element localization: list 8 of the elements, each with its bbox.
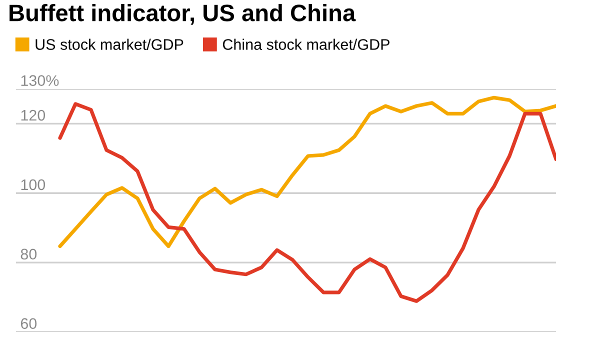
y-tick-label: 120 [21,110,46,121]
y-tick-label: 60 [20,318,37,329]
y-tick-label: 80 [20,248,37,260]
legend-label: US stock market/GDP [36,38,184,50]
chart-title: Buffett indicator, US and China [10,4,356,25]
y-tick-label: 100 [21,179,46,190]
y-tick-label: 130% [21,75,59,86]
legend-label: China stock market/GDP [222,38,390,50]
